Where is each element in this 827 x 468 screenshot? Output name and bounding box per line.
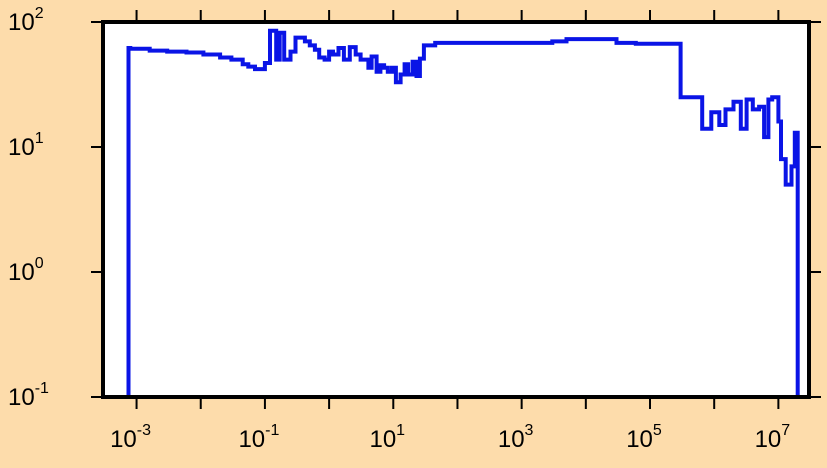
plot-frame: [101, 20, 811, 399]
series-line: [126, 28, 800, 397]
tick-labels-layer: 10-3 10-1 101 103 105 107 102 101 100 10-1: [8, 5, 790, 453]
series-layer: [126, 28, 800, 397]
y-tick-label: 101: [8, 130, 44, 161]
x-tick-label: 10-3: [110, 422, 151, 453]
y-tick-label: 102: [8, 5, 44, 36]
x-tick-label: 105: [626, 422, 662, 453]
x-tick-label: 10-1: [238, 422, 279, 453]
x-tick-label: 101: [369, 422, 405, 453]
y-tick-label: 100: [8, 255, 44, 286]
x-tick-label: 107: [755, 422, 791, 453]
plot-area: [103, 22, 809, 397]
y-tick-label: 10-1: [8, 380, 49, 411]
x-tick-label: 103: [498, 422, 534, 453]
